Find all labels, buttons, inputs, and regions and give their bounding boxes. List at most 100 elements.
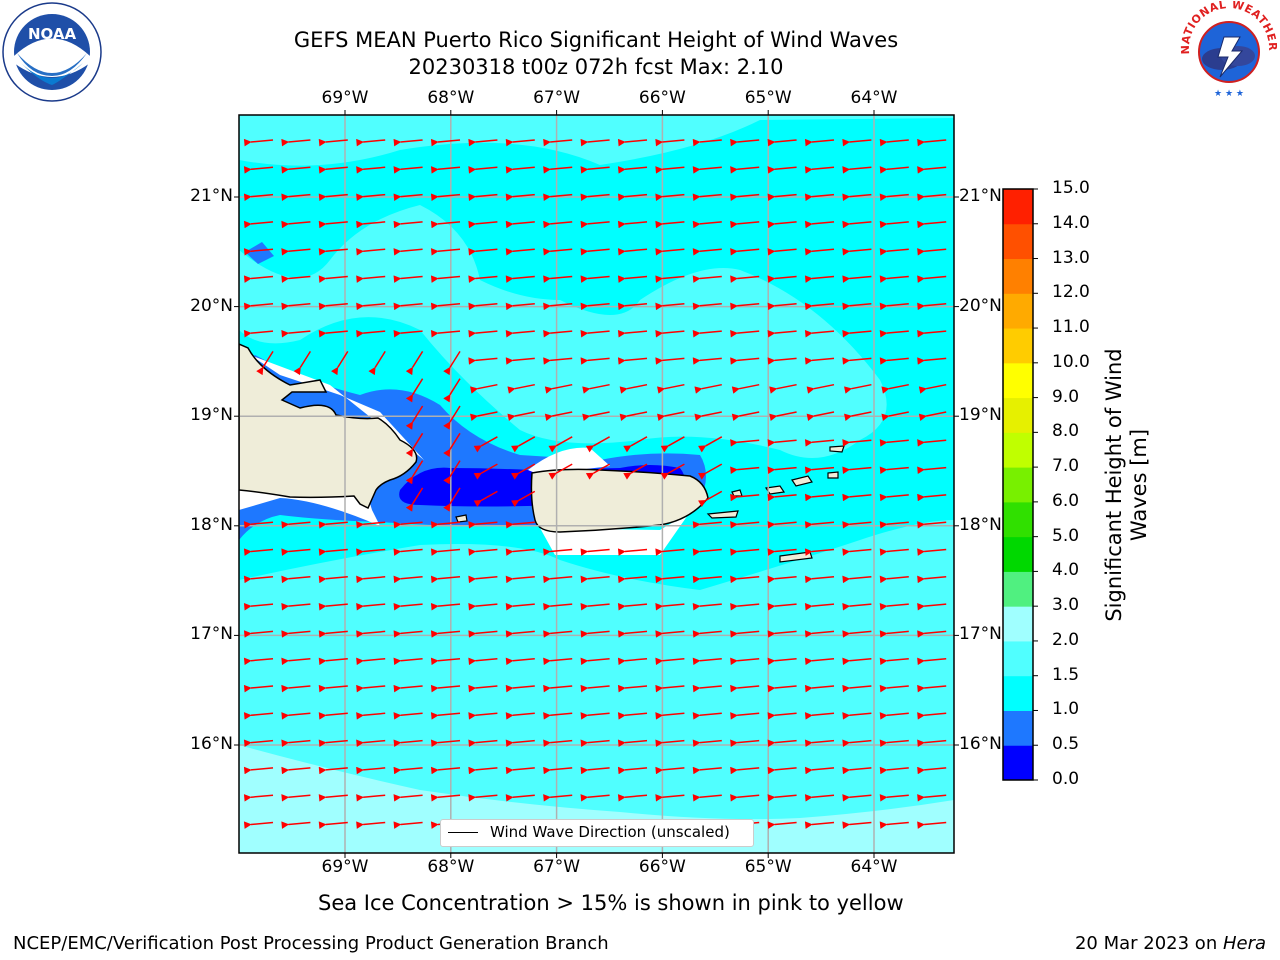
wave-direction-arrow: [281, 329, 311, 338]
wave-direction-arrow: [692, 166, 722, 174]
wave-direction-arrow: [842, 766, 872, 775]
wave-direction-arrow: [617, 684, 648, 693]
wave-direction-arrow: [468, 138, 498, 147]
wave-direction-arrow: [767, 602, 797, 611]
wave-direction-arrow: [356, 329, 386, 338]
wave-direction-arrow: [243, 275, 274, 283]
wave-direction-arrow: [692, 248, 722, 256]
wave-direction-arrow: [767, 794, 797, 802]
wave-direction-arrow: [281, 684, 311, 693]
wave-direction-arrow: [580, 630, 610, 638]
wave-direction-arrow: [405, 378, 424, 403]
wave-direction-arrow: [730, 521, 760, 529]
wave-direction-arrow: [368, 351, 386, 376]
wave-direction-arrow: [405, 351, 424, 376]
wave-direction-arrow: [543, 138, 573, 147]
wave-direction-arrow: [917, 602, 947, 611]
lon-label-top: 65°W: [744, 88, 792, 108]
wave-direction-arrow: [585, 436, 610, 453]
wave-direction-arrow: [243, 329, 274, 338]
wave-direction-arrow: [692, 657, 722, 666]
wave-direction-arrow: [804, 138, 835, 147]
wave-direction-arrow: [543, 712, 573, 720]
lat-label-left: 16°N: [190, 734, 233, 754]
wave-direction-arrow: [356, 220, 386, 229]
wave-direction-arrow: [443, 487, 461, 512]
wave-direction-arrow: [879, 302, 909, 311]
wave-direction-arrow: [842, 466, 872, 474]
wave-direction-arrow: [730, 548, 760, 556]
wave-direction-arrow: [505, 766, 535, 775]
wave-direction-arrow: [730, 220, 760, 229]
wave-direction-arrow: [356, 684, 386, 693]
lon-label-top: 66°W: [638, 88, 686, 108]
wave-direction-arrow: [318, 712, 348, 720]
lat-label-left: 21°N: [190, 186, 233, 206]
colorbar-tick-label: 7.0: [1052, 456, 1080, 477]
wave-direction-arrow: [617, 220, 648, 229]
wave-direction-arrow: [505, 794, 535, 802]
wave-direction-arrow: [730, 712, 760, 720]
wave-direction-arrow: [655, 138, 685, 147]
wave-direction-arrow: [580, 193, 610, 201]
wave-direction-arrow: [318, 766, 348, 775]
wave-direction-arrow: [879, 548, 909, 556]
wave-direction-arrow: [769, 411, 797, 422]
wave-zone-0-5: [245, 242, 274, 264]
wave-direction-arrow: [468, 766, 498, 775]
chart-subtitle-run: 20230318 t00z 072h fcst Max: 2.10: [408, 55, 784, 79]
wave-direction-arrow: [730, 739, 760, 747]
wave-direction-arrow: [243, 712, 274, 720]
wave-direction-arrow: [617, 138, 648, 147]
wave-direction-arrow: [657, 411, 685, 422]
colorbar-title: Significant Height of Wind Waves [m]: [1102, 348, 1151, 622]
wave-direction-arrow: [804, 821, 835, 829]
colorbar-tick-label: 4.0: [1052, 560, 1080, 581]
wave-direction-arrow: [318, 821, 348, 829]
wave-direction-arrow: [543, 166, 573, 174]
wave-direction-arrow: [505, 193, 535, 201]
wave-direction-arrow: [468, 657, 498, 666]
wave-direction-arrow: [243, 821, 274, 829]
wave-direction-arrow: [543, 766, 573, 775]
wave-direction-arrow: [879, 821, 909, 829]
wave-direction-arrow: [356, 575, 386, 584]
wave-direction-arrow: [917, 493, 947, 502]
st-croix-island: [779, 551, 813, 563]
wave-direction-arrow: [281, 302, 311, 311]
wave-direction-arrow: [692, 630, 722, 638]
wave-direction-arrow: [617, 575, 648, 584]
wave-direction-arrow: [879, 602, 909, 611]
wave-direction-arrow: [730, 493, 760, 502]
wave-direction-arrow: [767, 821, 797, 829]
wave-direction-arrow: [655, 220, 685, 229]
wave-direction-arrow: [804, 712, 835, 720]
wave-direction-arrow: [692, 275, 722, 283]
wave-direction-arrow: [917, 466, 947, 474]
wave-direction-arrow: [256, 351, 274, 376]
wave-direction-arrow: [767, 657, 797, 666]
colorbar-tick-label: 13.0: [1052, 247, 1090, 268]
wave-direction-arrow: [281, 166, 311, 174]
wave-direction-arrow: [804, 329, 835, 338]
wave-direction-arrow: [804, 548, 835, 556]
wave-direction-arrow: [692, 193, 722, 201]
wave-direction-arrow: [511, 436, 536, 453]
wave-direction-arrow: [430, 739, 461, 747]
wave-direction-arrow: [804, 493, 835, 502]
wave-direction-arrow: [356, 548, 386, 556]
wave-direction-arrow: [505, 275, 535, 283]
wave-direction-arrow: [879, 521, 909, 529]
colorbar-tick-label: 8.0: [1052, 421, 1080, 442]
wave-direction-arrow: [468, 575, 498, 584]
wave-direction-arrow: [617, 712, 648, 720]
wave-direction-arrow: [694, 411, 722, 422]
wave-direction-arrow: [505, 630, 535, 638]
wave-direction-arrow: [430, 166, 461, 174]
wave-direction-arrow: [468, 302, 498, 311]
wave-direction-arrow: [393, 521, 423, 529]
wave-direction-arrow: [806, 411, 835, 422]
wave-direction-arrow: [281, 657, 311, 666]
wave-direction-arrow: [511, 490, 536, 507]
wave-direction-arrow: [393, 712, 423, 720]
